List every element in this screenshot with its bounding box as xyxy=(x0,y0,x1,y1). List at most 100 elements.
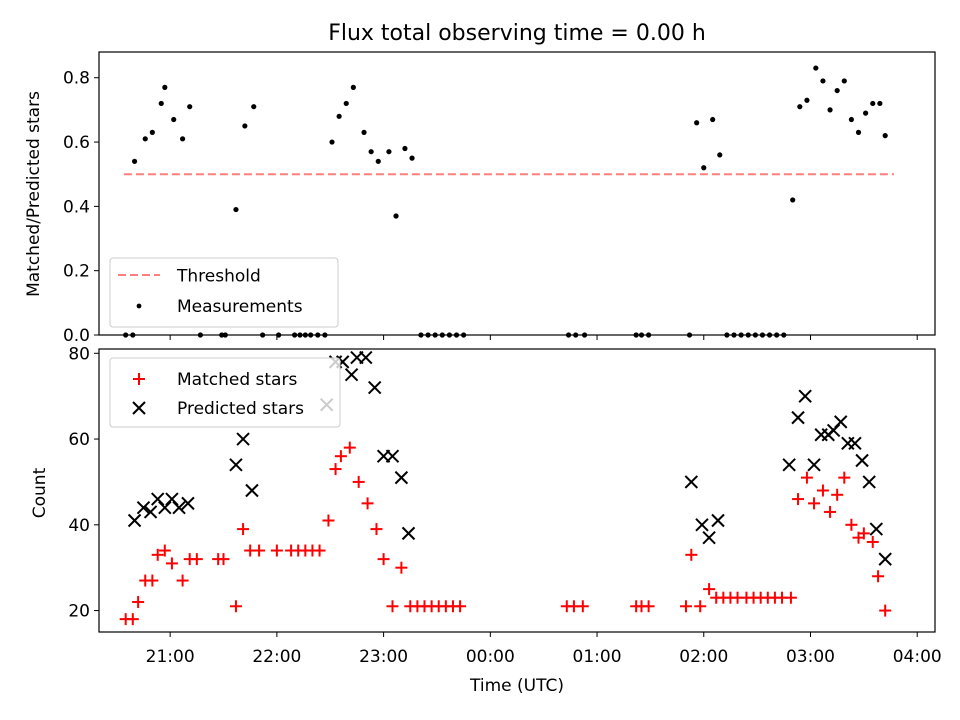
predicted-star-point xyxy=(862,475,876,489)
predicted-star-point xyxy=(878,552,892,566)
bottom-legend: Matched stars Predicted stars xyxy=(109,357,341,428)
bottom-legend-box xyxy=(109,357,341,428)
matched-star-point xyxy=(322,514,335,527)
matched-star-point xyxy=(270,544,283,557)
matched-star-point xyxy=(694,600,707,613)
predicted-star-point xyxy=(869,522,884,536)
matched-legend-swatch xyxy=(133,373,145,385)
matched-star-point xyxy=(146,574,159,587)
predicted-star-point xyxy=(181,496,195,511)
matched-star-point xyxy=(800,471,813,484)
predicted-star-point xyxy=(791,410,805,425)
measurement-point xyxy=(855,129,862,135)
predicted-star-point xyxy=(367,380,382,395)
top-axes-frame xyxy=(98,51,936,336)
matched-star-point xyxy=(454,600,467,613)
measurement-point xyxy=(329,139,335,145)
bottom-axes-frame xyxy=(98,348,936,633)
measurement-point xyxy=(131,158,138,164)
predicted-star-point xyxy=(236,432,250,446)
predicted-star-point xyxy=(848,436,862,451)
measurement-point xyxy=(402,145,408,152)
predicted-star-point xyxy=(807,458,821,472)
measurement-point xyxy=(813,65,819,71)
matched-legend-label: Matched stars xyxy=(177,370,297,390)
top-x-ticks xyxy=(169,335,918,340)
measurement-point xyxy=(797,104,803,110)
measurement-point xyxy=(882,133,888,139)
measurement-point xyxy=(251,104,257,110)
top-ytick-label: 0.4 xyxy=(63,197,90,217)
measurement-point xyxy=(804,97,810,103)
matched-star-point xyxy=(845,518,858,531)
measurement-point xyxy=(393,213,399,219)
predicted-star-point xyxy=(798,389,812,403)
top-legend-box xyxy=(109,257,339,328)
matched-star-point xyxy=(386,600,399,613)
measurement-point xyxy=(820,78,826,84)
bottom-ytick-label: 60 xyxy=(68,430,90,450)
matched-star-point xyxy=(126,613,139,626)
bottom-xtick-label: 22:00 xyxy=(252,647,301,667)
matched-star-point xyxy=(329,463,342,476)
matched-star-point xyxy=(334,450,347,463)
matched-star-point xyxy=(151,548,164,561)
bottom-ytick-label: 40 xyxy=(68,516,90,536)
measurements-legend-swatch xyxy=(136,303,142,309)
predicted-star-point xyxy=(711,513,725,528)
bottom-x-axis-label: Time (UTC) xyxy=(469,676,564,696)
matched-star-point xyxy=(679,600,692,613)
measurement-point xyxy=(361,129,367,135)
top-ytick-label: 0.2 xyxy=(63,262,90,282)
bottom-ytick-label: 80 xyxy=(68,344,90,364)
matched-star-point xyxy=(642,600,655,613)
measurement-point xyxy=(171,116,177,123)
bottom-x-ticks: 21:00 22:00 23:00 00:00 01:00 02:00 03:00 04:00 xyxy=(146,632,942,667)
bottom-xtick-label: 03:00 xyxy=(786,647,835,667)
measurement-point xyxy=(827,107,833,113)
predicted-star-point xyxy=(855,453,869,468)
bottom-ytick-label: 20 xyxy=(68,602,90,622)
matched-star-point xyxy=(831,488,844,501)
matched-star-point xyxy=(703,583,716,596)
predicted-star-point xyxy=(165,492,179,506)
predicted-star-point xyxy=(127,513,142,528)
measurement-point xyxy=(180,136,186,142)
bottom-xtick-label: 01:00 xyxy=(573,647,622,667)
matched-star-point xyxy=(576,600,589,613)
measurement-point xyxy=(694,120,700,126)
measurement-point xyxy=(841,78,847,84)
measurement-point xyxy=(710,116,716,123)
matched-star-point xyxy=(229,600,242,613)
matched-star-point xyxy=(313,544,326,557)
matched-star-point xyxy=(824,505,837,518)
measurement-point xyxy=(242,123,248,129)
matched-star-point xyxy=(808,497,821,510)
measurement-point xyxy=(717,152,723,158)
predicted-star-point xyxy=(245,483,259,498)
matched-star-point xyxy=(165,557,178,570)
measurement-point xyxy=(701,165,707,171)
predicted-star-point xyxy=(158,500,172,515)
top-y-axis-label: Matched/Predicted stars xyxy=(24,91,44,297)
bottom-xtick-label: 02:00 xyxy=(679,647,728,667)
matched-star-point xyxy=(792,493,805,506)
predicted-star-point xyxy=(385,449,400,463)
predicted-star-point xyxy=(136,500,151,515)
matched-star-point xyxy=(685,548,698,561)
matched-star-point xyxy=(816,484,829,497)
measurement-point xyxy=(386,149,392,155)
measurement-point xyxy=(834,87,840,94)
measurement-point xyxy=(149,129,155,135)
bottom-y-ticks: 20 40 60 80 xyxy=(68,344,99,622)
matched-star-point xyxy=(395,561,408,574)
matched-star-point xyxy=(872,570,885,583)
measurement-point xyxy=(863,110,869,116)
matched-star-point xyxy=(217,553,230,566)
measurement-point xyxy=(409,155,415,161)
predicted-star-point xyxy=(394,470,409,485)
matched-star-point xyxy=(158,544,171,557)
measurement-point xyxy=(158,100,164,107)
predicted-star-point xyxy=(695,518,709,532)
